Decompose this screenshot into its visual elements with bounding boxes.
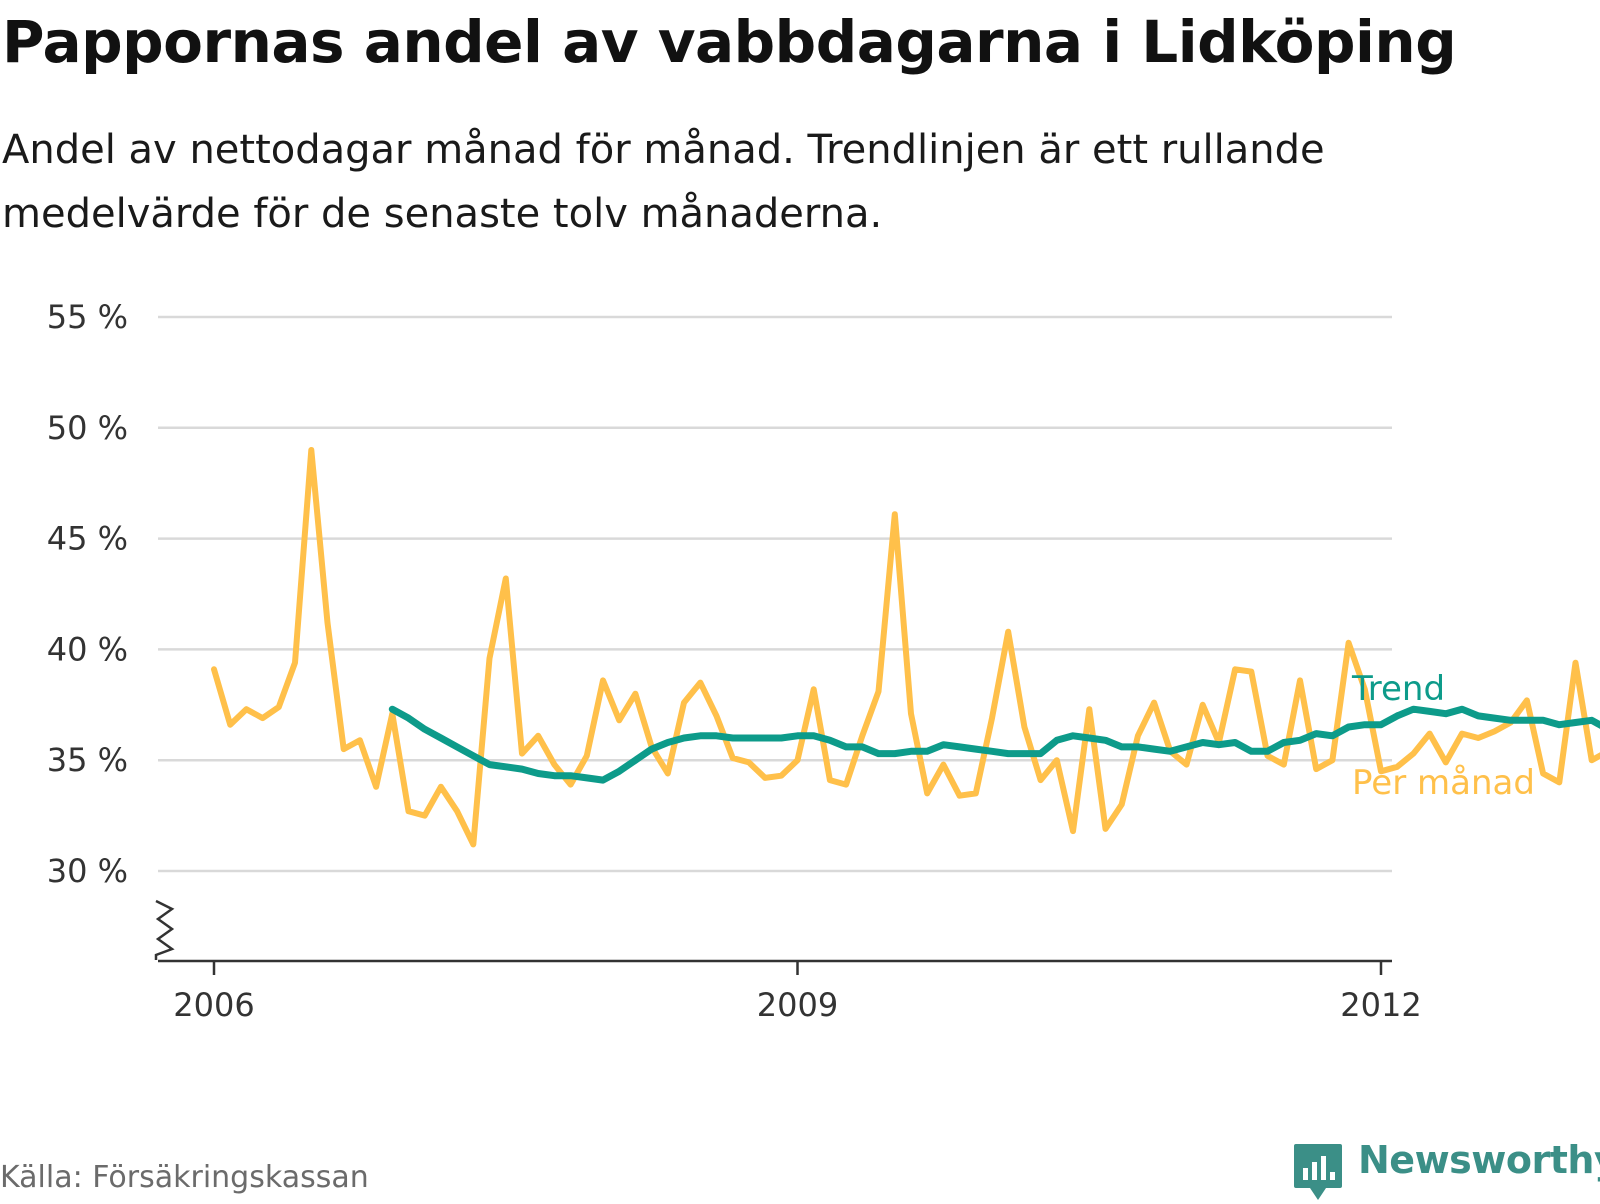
y-axis: 30 % 35 % 40 % 45 % 50 % 55 % [47,298,128,890]
gridlines [158,315,1392,873]
y-tick-label: 45 % [47,520,128,558]
series-label-per-manad: Per månad [1352,763,1535,803]
subtitle-line-1: Andel av nettodagar månad för månad. Tre… [2,127,1325,173]
series-group [211,447,1600,848]
brand-name: Newsworthy [1358,1138,1600,1182]
y-tick-label: 35 % [47,741,128,779]
x-tick-label: 2009 [757,986,838,1024]
series-labels: Per månad Trend [1351,669,1535,803]
axis-break-mark [154,899,175,960]
x-axis: 2006200920122015201820212023 [154,899,1422,1024]
source-note: Källa: Försäkringskassan [0,1160,369,1195]
series-line-per-manad [211,447,1600,848]
y-tick-label: 55 % [47,298,128,336]
subtitle-line-2: medelvärde för de senaste tolv månaderna… [2,191,883,237]
x-tick-label: 2012 [1340,986,1421,1024]
series-label-trend: Trend [1351,669,1445,709]
newsworthy-icon [1294,1144,1342,1200]
line-chart: 30 %35 %40 %45 %50 %55 % 200620092012201… [47,298,1600,1024]
y-tick-label: 30 % [47,852,128,890]
chart-title: Pappornas andel av vabbdagarna i Lidköpi… [2,8,1457,76]
y-tick-label: 50 % [47,409,128,447]
chart-subtitle: Andel av nettodagar månad för månad. Tre… [2,118,1522,246]
x-tick-label: 2006 [173,986,254,1024]
y-tick-label: 40 % [47,630,128,668]
series-line-trend [388,705,1600,784]
